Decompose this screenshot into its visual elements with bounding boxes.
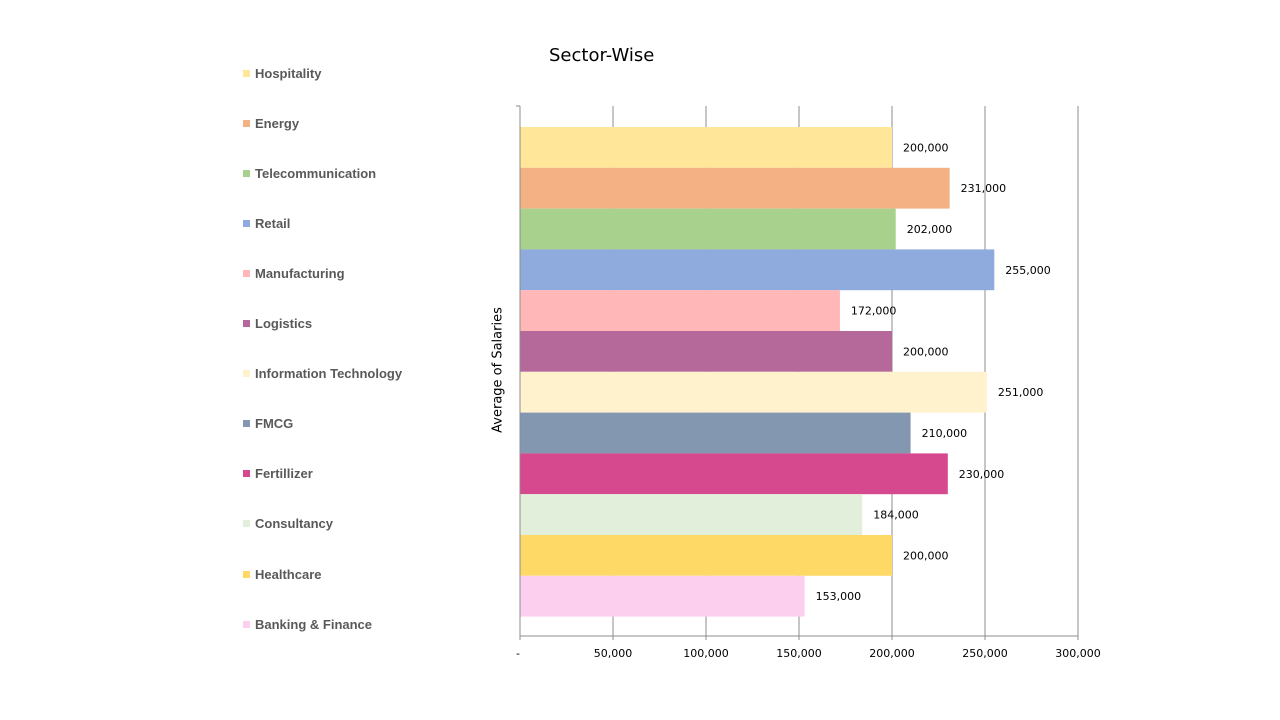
legend-label: Telecommunication — [255, 165, 377, 181]
data-label: 200,000 — [903, 345, 949, 358]
legend-label: Energy — [255, 115, 300, 131]
bar — [520, 127, 892, 168]
x-tick-label: 250,000 — [962, 647, 1008, 660]
legend-item: Fertillizer — [243, 464, 313, 484]
legend-item: Energy — [243, 113, 299, 133]
legend-label: Logistics — [255, 316, 313, 331]
bar — [520, 575, 805, 617]
legend-label: Consultancy — [255, 516, 334, 532]
legend-label: Fertillizer — [255, 466, 313, 482]
legend-item: Banking & Finance — [243, 614, 372, 634]
data-label: 230,000 — [959, 468, 1005, 481]
data-label: 202,000 — [907, 223, 953, 236]
x-tick-label: 150,000 — [776, 647, 822, 660]
legend-item: Telecommunication — [243, 163, 376, 183]
data-label: 231,000 — [961, 182, 1007, 195]
legend-label: Banking & Finance — [255, 616, 373, 632]
legend-item: Manufacturing — [243, 263, 345, 283]
legend-label: Retail — [255, 215, 291, 231]
x-tick-label: 100,000 — [683, 647, 729, 660]
legend-swatch — [243, 69, 250, 77]
x-tick-label: - — [516, 647, 520, 660]
legend-item: Information Technology — [243, 364, 402, 384]
legend-label: Manufacturing — [255, 265, 345, 281]
legend-label: FMCG — [255, 416, 294, 432]
bar — [520, 167, 950, 209]
bar — [520, 494, 863, 535]
legend-item: Logistics — [243, 314, 312, 334]
bar — [520, 535, 892, 576]
data-label: 184,000 — [873, 509, 919, 522]
bar — [520, 331, 892, 372]
chart-title: Sector-Wise — [549, 45, 655, 66]
legend-swatch — [243, 470, 250, 478]
legend-swatch — [243, 370, 250, 378]
data-label: 255,000 — [1005, 264, 1051, 277]
data-label: 210,000 — [922, 427, 968, 440]
bar — [520, 412, 911, 454]
legend-item: Healthcare — [243, 564, 321, 584]
legend: Hospitality Energy Telecommunication Retail… — [243, 63, 483, 643]
bar — [520, 208, 896, 250]
legend-label: Healthcare — [255, 566, 322, 582]
x-tick-label: 50,000 — [594, 647, 633, 660]
legend-swatch — [243, 269, 250, 277]
legend-swatch — [243, 219, 250, 227]
legend-item: Consultancy — [243, 514, 333, 534]
legend-swatch — [243, 169, 250, 177]
data-label: 153,000 — [816, 590, 862, 603]
bar — [520, 290, 840, 331]
legend-swatch — [243, 119, 250, 127]
data-label: 200,000 — [903, 549, 949, 562]
x-tick-label: 200,000 — [869, 647, 915, 660]
legend-swatch — [243, 620, 250, 628]
bar — [520, 453, 948, 495]
legend-label: Hospitality — [255, 65, 322, 81]
legend-item: Hospitality — [243, 63, 321, 83]
legend-swatch — [243, 320, 250, 327]
legend-item: Retail — [243, 213, 290, 233]
x-tick-label: 300,000 — [1055, 647, 1101, 660]
bar — [520, 249, 995, 291]
data-label: 200,000 — [903, 141, 949, 154]
legend-swatch — [243, 570, 250, 578]
data-label: 172,000 — [851, 305, 897, 318]
legend-swatch — [243, 420, 250, 428]
bar — [520, 371, 987, 413]
legend-label: Information Technology — [255, 366, 403, 382]
data-label: 251,000 — [998, 386, 1044, 399]
legend-swatch — [243, 520, 250, 528]
legend-item: FMCG — [243, 414, 293, 434]
